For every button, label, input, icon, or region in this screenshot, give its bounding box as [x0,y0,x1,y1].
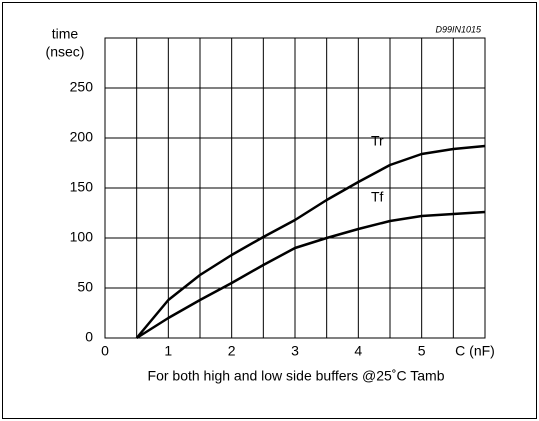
y-axis-label: (nsec) [46,44,85,60]
x-tick-label: 5 [418,343,426,359]
y-tick-label: 100 [70,229,94,245]
x-tick-label: 1 [164,343,172,359]
x-tick-label: 3 [291,343,299,359]
annotation: D99IN1015 [435,24,482,34]
x-tick-label: 2 [228,343,236,359]
caption: For both high and low side buffers @25˚C… [148,368,445,384]
series-label: Tr [371,133,384,149]
x-tick-label: 0 [101,343,109,359]
y-tick-label: 0 [85,329,93,345]
series-line [135,210,486,340]
series-line [135,144,486,339]
x-axis-label: C (nF) [455,343,495,359]
y-tick-label: 150 [70,179,94,195]
y-axis-label: time [52,26,79,42]
y-tick-label: 50 [77,279,93,295]
series-label: Tf [371,189,384,205]
y-tick-label: 250 [70,79,94,95]
y-tick-label: 200 [70,129,94,145]
x-tick-label: 4 [354,343,362,359]
